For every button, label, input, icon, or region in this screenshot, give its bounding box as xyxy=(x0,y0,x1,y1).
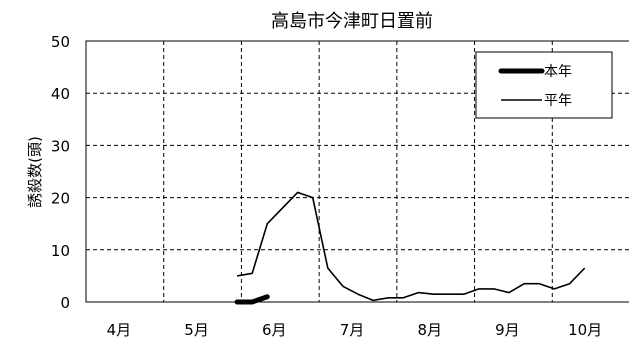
x-tick-label: 6月 xyxy=(262,321,287,339)
y-axis-label: 誘殺数(頭) xyxy=(26,136,44,208)
series xyxy=(234,191,586,305)
legend: 本年 平年 xyxy=(475,51,613,119)
y-tick-label: 0 xyxy=(60,294,70,312)
y-tick-label: 40 xyxy=(51,85,70,103)
legend-label-this-year: 本年 xyxy=(544,64,572,80)
y-tick-label: 20 xyxy=(51,190,70,208)
y-tick-label: 50 xyxy=(51,33,70,51)
x-tick-label: 10月 xyxy=(568,321,602,339)
y-tick-label: 30 xyxy=(51,137,70,155)
series-line-average-year xyxy=(236,191,586,302)
y-tick-label: 10 xyxy=(51,242,70,260)
legend-label-average-year: 平年 xyxy=(544,93,572,109)
x-tick-label: 9月 xyxy=(495,321,520,339)
chart-title: 高島市今津町日置前 xyxy=(271,11,433,32)
x-tick-label: 5月 xyxy=(184,321,209,339)
series-line-this-year xyxy=(234,294,270,305)
axis-ticks: 0 10 20 30 40 50 4月 5月 6月 7月 8月 9月 10月 xyxy=(51,33,602,339)
x-tick-label: 7月 xyxy=(340,321,365,339)
plot-area-frame xyxy=(85,40,629,303)
legend-box xyxy=(475,51,613,119)
x-tick-label: 4月 xyxy=(107,321,132,339)
x-tick-label: 8月 xyxy=(417,321,442,339)
